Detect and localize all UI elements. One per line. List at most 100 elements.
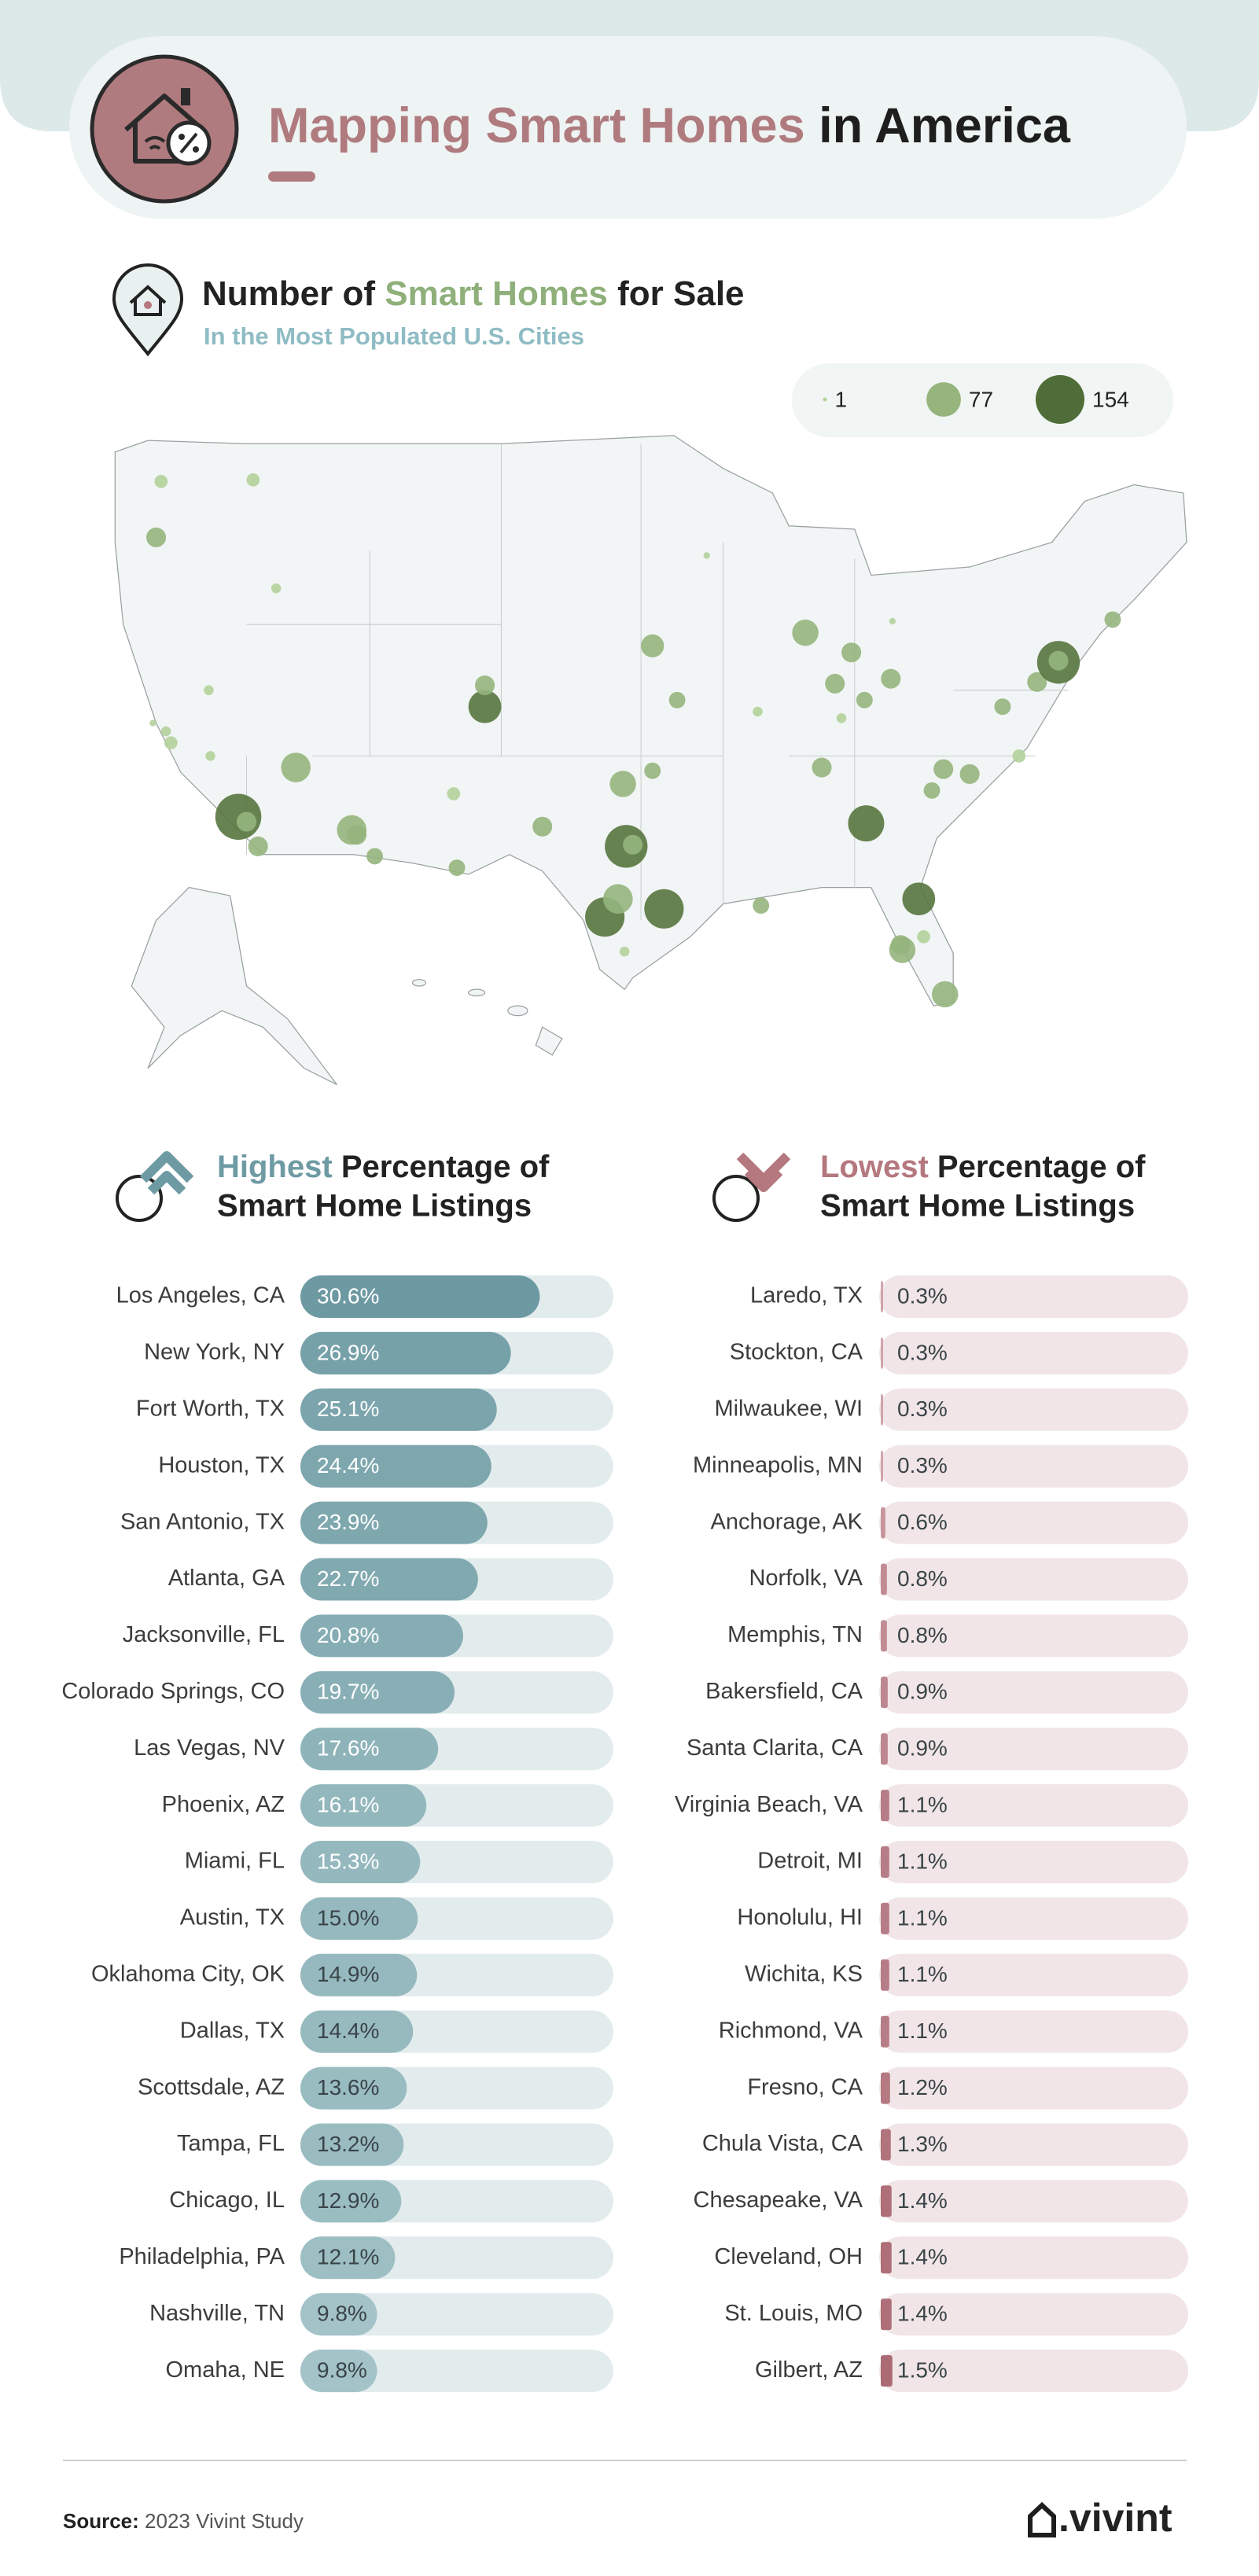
bar-charts: Highest Percentage of Smart Home Listings… [61,1150,1188,2393]
row-label: St. Louis, MO [724,2301,863,2326]
city-dot [154,475,168,488]
value-label: 1.4% [897,2302,948,2326]
bar-track [879,1728,1188,1771]
legend-bubble [1036,375,1084,424]
city-dot [346,825,367,845]
city-dot [204,685,214,696]
value-label: 9.8% [317,2302,367,2326]
value-label: 20.8% [317,1623,379,1647]
main-title: Mapping Smart Homes in America [268,98,1071,153]
bar [881,1790,889,1822]
bar [881,2298,892,2331]
row-label: Milwaukee, WI [714,1396,863,1421]
bar [300,1331,511,1374]
bar-track [879,1614,1188,1658]
bar-track [879,1501,1188,1544]
bar [300,2066,407,2110]
city-dot [1048,650,1069,671]
city-dot [248,836,268,856]
row-label: Gilbert, AZ [755,2357,863,2383]
row-label: Colorado Springs, CO [61,1679,285,1704]
bar [300,1388,497,1431]
title-highlight: Highest [217,1150,333,1184]
value-label: 0.9% [897,1680,948,1704]
value-label: 1.1% [897,1849,948,1873]
city-dot [1027,672,1047,692]
row-label: Philadelphia, PA [119,2244,285,2269]
bar [881,1959,889,1991]
city-dot [271,583,282,594]
row-label: Norfolk, VA [749,1566,863,1591]
bar [881,2242,892,2274]
city-dot [933,759,954,779]
row-label: Memphis, TN [727,1622,863,1647]
bar-track [879,1388,1188,1431]
city-dot [881,668,901,689]
city-dot [932,981,959,1008]
bar-track [879,1558,1188,1601]
bar-track [300,2350,613,2393]
row-label: Bakersfield, CA [705,1679,863,1704]
city-dot [623,834,643,855]
city-dot [848,805,885,842]
row-label: Chula Vista, CA [702,2131,863,2156]
bar [300,1558,478,1601]
value-label: 0.8% [897,1566,948,1591]
row-label: Las Vegas, NV [134,1735,285,1761]
city-dot [246,473,260,487]
city-dot [475,675,495,696]
row-label: Omaha, NE [166,2357,285,2383]
bar [881,1733,888,1765]
value-label: 23.9% [317,1510,379,1534]
bar-track [879,1784,1188,1827]
city-dot [281,753,311,782]
bar [881,1846,889,1878]
section-title: Smart Home Listings [217,1189,532,1224]
map-subtitle: In the Most Populated U.S. Cities [204,322,584,350]
city-dot [164,736,178,750]
bar [300,1275,540,1318]
city-dot [641,634,664,657]
row-label: Houston, TX [158,1452,285,1478]
bar [300,1897,418,1940]
row-label: Jacksonville, FL [123,1622,285,1647]
city-dot [160,726,171,737]
bar [881,1507,885,1539]
row-label: Minneapolis, MN [693,1452,863,1478]
map-title-start: Number of [202,274,375,313]
value-label: 16.1% [317,1792,379,1816]
row-label: Honolulu, HI [737,1905,863,1930]
city-dot [889,617,896,625]
city-dot [994,698,1011,716]
section-icon [712,1175,760,1222]
row-label: Los Angeles, CA [116,1283,285,1308]
size-legend-box [792,363,1173,437]
row-label: Laredo, TX [750,1283,863,1308]
city-dot [902,882,936,916]
row-label: Phoenix, AZ [162,1792,285,1817]
bar [881,1563,887,1595]
city-dot [923,782,941,799]
bar-track [879,1671,1188,1714]
city-dot [703,552,710,559]
title-underline [268,171,315,182]
row-label: Anchorage, AK [711,1509,863,1534]
city-dot [146,527,167,547]
city-dot [609,771,636,797]
row-label: Oklahoma City, OK [91,1961,285,1986]
bar [300,1671,455,1714]
city-dot [917,929,930,944]
title-highlight: Mapping Smart Homes [268,98,805,153]
pin-icon [112,263,184,357]
title-rest: Percentage of [341,1150,550,1184]
value-label: 0.3% [897,1397,948,1421]
value-label: 12.1% [317,2245,379,2269]
row-label: Miami, FL [185,1849,285,1874]
bar [881,1902,889,1934]
row-label: Richmond, VA [719,2018,863,2043]
bar [881,2355,893,2387]
value-label: 1.2% [897,2075,948,2099]
bar [300,1501,488,1544]
city-dot [619,946,630,957]
